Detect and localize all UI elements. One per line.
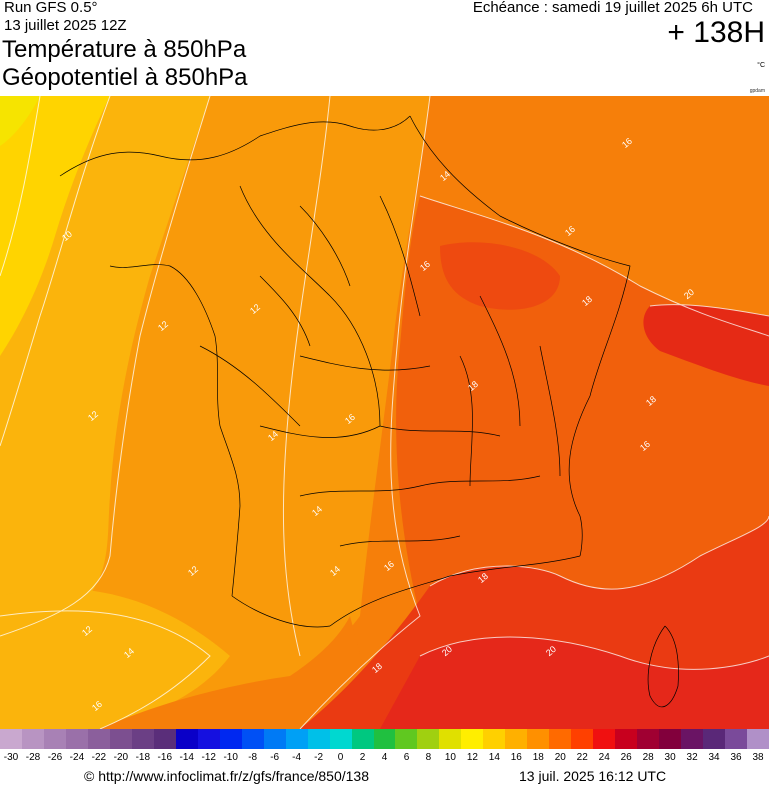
scale-tick-label: 26 bbox=[620, 752, 632, 763]
run-label: Run GFS 0.5° bbox=[4, 0, 98, 16]
band-12-south bbox=[0, 588, 230, 729]
scale-tick-label: 4 bbox=[381, 752, 388, 763]
scale-tick-label: 30 bbox=[664, 752, 676, 763]
scale-swatch bbox=[351, 729, 374, 749]
scale-tick-label: -28 bbox=[25, 752, 41, 763]
scale-tick-label: 36 bbox=[730, 752, 742, 763]
scale-tick-label: 18 bbox=[532, 752, 544, 763]
scale-swatch bbox=[329, 729, 353, 749]
scale-swatch bbox=[197, 729, 221, 749]
scale-tick-label: -2 bbox=[314, 752, 324, 763]
scale-swatch bbox=[659, 729, 682, 749]
coastline-corsica bbox=[647, 625, 679, 708]
generated-timestamp: 13 juil. 2025 16:12 UTC bbox=[519, 768, 667, 784]
coastline-channel bbox=[59, 115, 411, 177]
scale-swatch bbox=[373, 729, 396, 749]
scale-tick-label: -8 bbox=[248, 752, 258, 763]
scale-swatch bbox=[175, 729, 199, 749]
coastline-brittany bbox=[109, 264, 221, 427]
scale-swatch bbox=[0, 729, 23, 749]
scale-swatch bbox=[439, 729, 462, 749]
scale-tick-label: -12 bbox=[201, 752, 216, 763]
scale-swatch bbox=[109, 729, 133, 749]
scale-swatch bbox=[219, 729, 243, 749]
band-8 bbox=[0, 96, 40, 146]
scale-tick-label: 6 bbox=[403, 752, 410, 763]
scale-tick-label: -20 bbox=[113, 752, 129, 763]
run-date: 13 juillet 2025 12Z bbox=[4, 17, 127, 34]
scale-swatch bbox=[615, 729, 638, 749]
credit-label: gpdam bbox=[749, 88, 765, 94]
coastline-mediterranean bbox=[329, 555, 581, 627]
scale-swatch bbox=[505, 729, 528, 749]
scale-tick-label: 12 bbox=[466, 752, 478, 763]
scale-swatch bbox=[725, 729, 748, 749]
forecast-hour: + 138H bbox=[667, 16, 765, 49]
scale-swatch bbox=[703, 729, 726, 749]
scale-swatch bbox=[131, 729, 155, 749]
border-east bbox=[409, 115, 631, 557]
band-20-east bbox=[643, 304, 769, 386]
scale-swatch bbox=[87, 729, 111, 749]
scale-swatch bbox=[637, 729, 660, 749]
scale-tick-label: -26 bbox=[47, 752, 63, 763]
forecast-valid-time: Echéance : samedi 19 juillet 2025 6h UTC bbox=[472, 0, 753, 16]
scale-tick-label: 24 bbox=[598, 752, 610, 763]
scale-tick-label: 20 bbox=[554, 752, 566, 763]
unit-label: °C bbox=[757, 62, 765, 69]
scale-swatch bbox=[153, 729, 177, 749]
temperature-color-scale bbox=[0, 729, 769, 749]
scale-tick-label: -24 bbox=[69, 752, 85, 763]
band-20-northeast bbox=[440, 242, 560, 310]
scale-swatch bbox=[483, 729, 506, 749]
scale-tick-label: 0 bbox=[337, 752, 344, 763]
scale-swatch bbox=[43, 729, 67, 749]
scale-swatch bbox=[571, 729, 594, 749]
scale-tick-label: 38 bbox=[752, 752, 764, 763]
scale-tick-label: -14 bbox=[179, 752, 194, 763]
scale-swatch bbox=[593, 729, 616, 749]
scale-tick-label: 2 bbox=[359, 752, 366, 763]
border-spain bbox=[231, 595, 331, 628]
scale-tick-label: -18 bbox=[135, 752, 151, 763]
scale-tick-label: 32 bbox=[686, 752, 698, 763]
temperature-scale-labels: -30 -28 -26 -24 -22 -20 -18 -16 -14 -12 -10 -8 -6 -4-… bbox=[0, 752, 769, 766]
map-title-geopotential: Géopotentiel à 850hPa bbox=[2, 64, 248, 91]
scale-swatch bbox=[241, 729, 265, 749]
band-16-south bbox=[100, 616, 380, 729]
scale-swatch bbox=[549, 729, 572, 749]
scale-tick-label: -22 bbox=[91, 752, 107, 763]
scale-swatch bbox=[747, 729, 769, 749]
scale-swatch bbox=[681, 729, 704, 749]
scale-swatch bbox=[65, 729, 89, 749]
scale-tick-label: -30 bbox=[3, 752, 19, 763]
scale-swatch bbox=[263, 729, 287, 749]
temperature-map: 10 12 12 12 12 12 14 14 14 14 14 16 16 16 16 16 16 16 18 18… bbox=[0, 96, 769, 729]
source-url: © http://www.infoclimat.fr/z/gfs/france/… bbox=[84, 768, 369, 784]
scale-tick-label: -10 bbox=[223, 752, 238, 763]
scale-tick-label: 28 bbox=[642, 752, 654, 763]
scale-tick-label: 14 bbox=[488, 752, 500, 763]
band-10 bbox=[0, 96, 110, 356]
scale-tick-label: 22 bbox=[576, 752, 588, 763]
scale-swatch bbox=[21, 729, 45, 749]
scale-tick-label: 10 bbox=[444, 752, 456, 763]
scale-swatch bbox=[307, 729, 331, 749]
map-title-temperature: Température à 850hPa bbox=[2, 36, 247, 63]
coastline-atlantic bbox=[219, 425, 241, 597]
scale-swatch bbox=[285, 729, 309, 749]
scale-swatch bbox=[395, 729, 418, 749]
scale-tick-label: -16 bbox=[157, 752, 173, 763]
scale-tick-label: -6 bbox=[270, 752, 280, 763]
scale-swatch bbox=[461, 729, 484, 749]
band-20-med bbox=[380, 637, 769, 729]
scale-swatch bbox=[527, 729, 550, 749]
scale-tick-label: 8 bbox=[425, 752, 432, 763]
scale-tick-label: -4 bbox=[292, 752, 302, 763]
scale-swatch bbox=[417, 729, 440, 749]
scale-tick-label: 34 bbox=[708, 752, 720, 763]
scale-tick-label: 16 bbox=[510, 752, 522, 763]
